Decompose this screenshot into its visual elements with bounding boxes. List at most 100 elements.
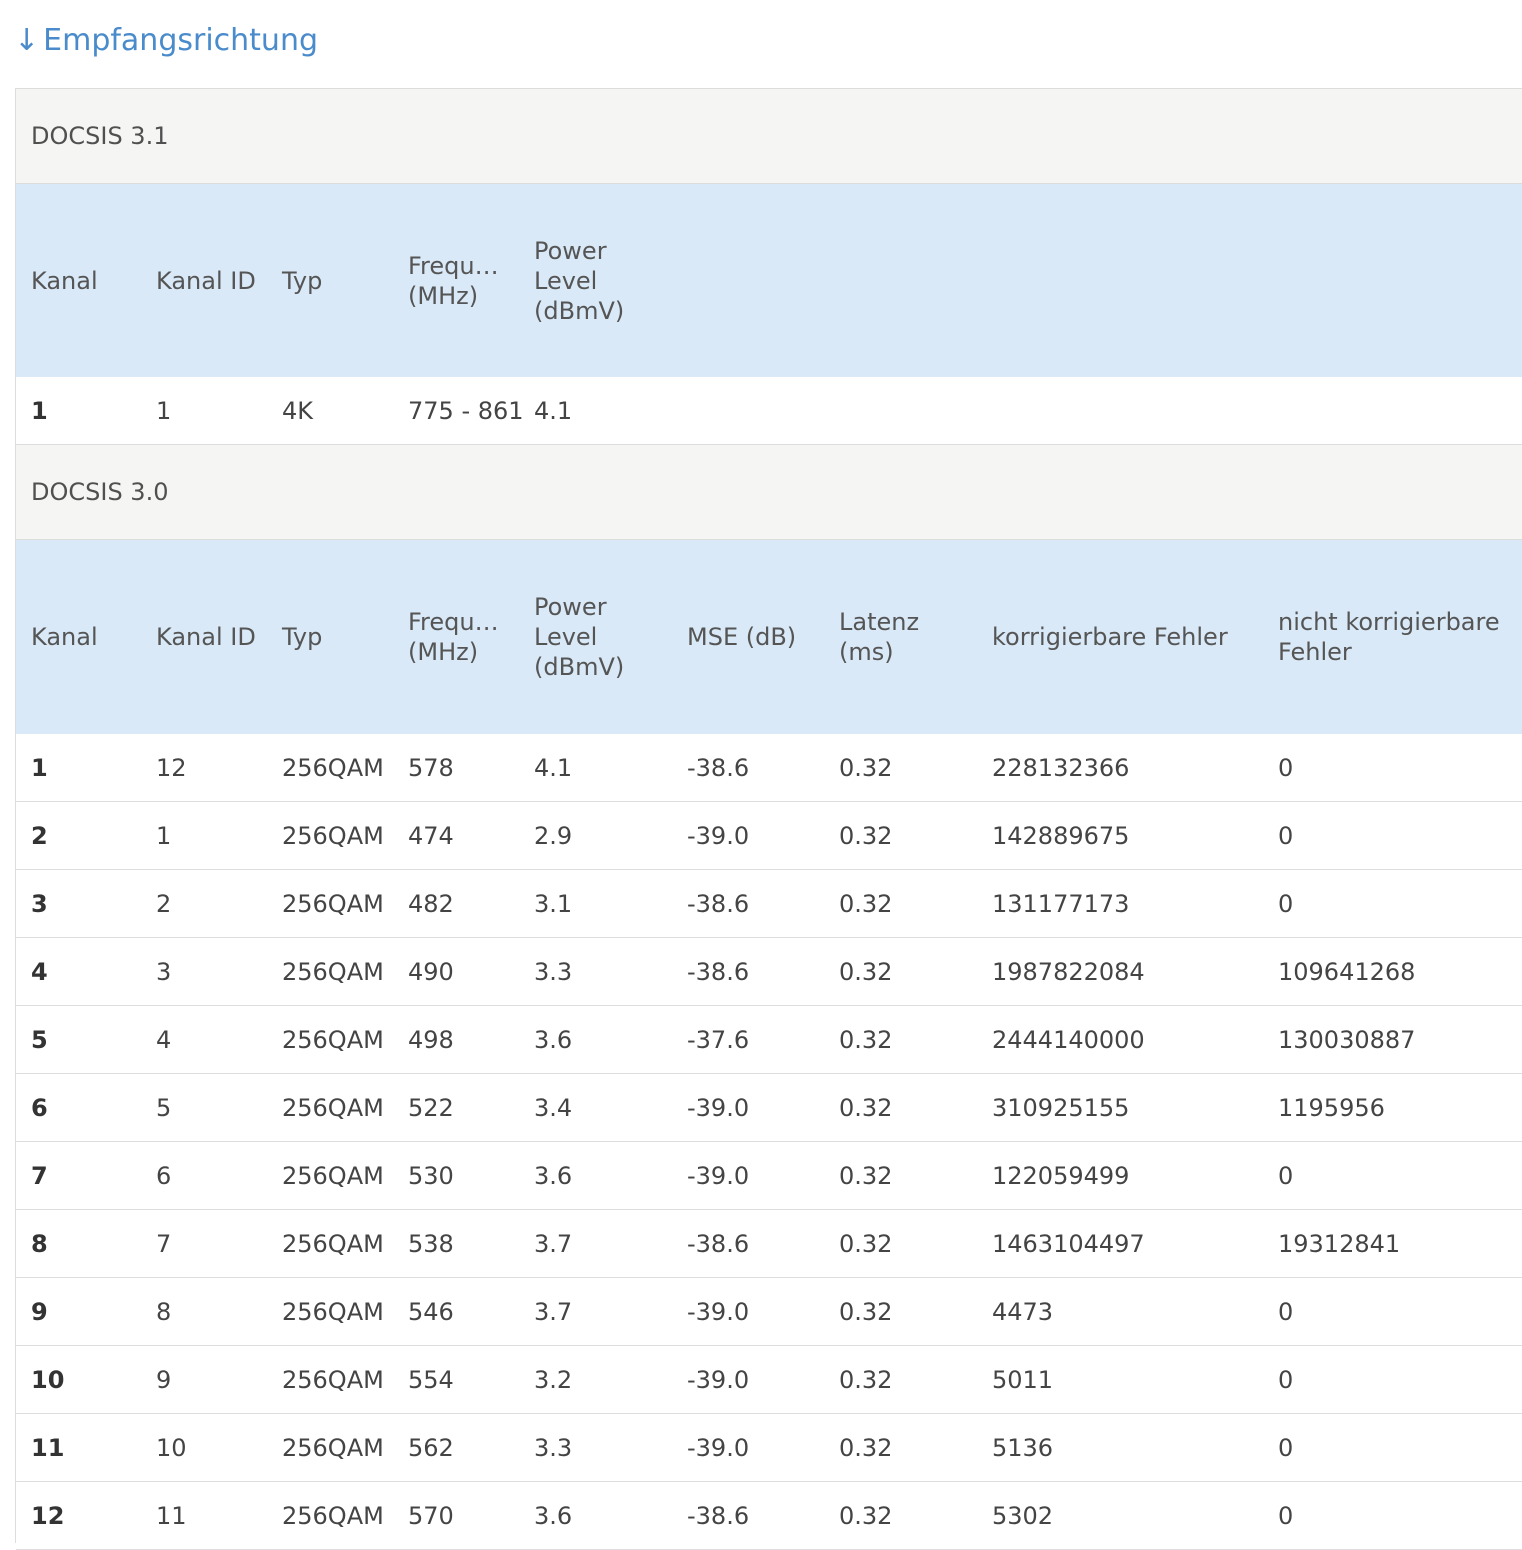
cell-power-level: 4.1 (519, 734, 672, 802)
cell-latenz: 0.32 (824, 1073, 977, 1142)
cell-kanal: 7 (16, 1141, 141, 1210)
table-row: 6 5 256QAM 522 3.4 -39.0 0.32 310925155 1195956 (16, 1073, 1522, 1142)
cell-kanal: 8 (16, 1209, 141, 1278)
power-label-2: Level (534, 266, 598, 295)
cell-typ: 256QAM (267, 869, 393, 938)
cell-power-level: 4.1 (519, 377, 1522, 445)
table-row: 11 10 256QAM 562 3.3 -39.0 0.32 5136 0 (16, 1413, 1522, 1482)
col-header-power-level: Power Level (dBmV) (519, 540, 672, 734)
col-header-typ: Typ (267, 184, 393, 377)
power-unit: (dBmV) (534, 653, 625, 681)
cell-nicht-korrigierbare-fehler: 19312841 (1263, 1209, 1522, 1278)
cell-kanal: 12 (16, 1481, 141, 1550)
docsis31-table: Kanal Kanal ID Typ Frequenz (MHz) Power … (16, 184, 1522, 445)
cell-korrigierbare-fehler: 5136 (977, 1413, 1263, 1482)
latenz-label: Latenz (839, 608, 920, 636)
cell-typ: 256QAM (267, 734, 393, 802)
cell-kanal-id: 12 (141, 734, 267, 802)
col-header-kanal-id: Kanal ID (141, 184, 267, 377)
cell-mse: -39.0 (672, 1413, 824, 1482)
cell-power-level: 3.7 (519, 1277, 672, 1346)
cell-kanal: 2 (16, 801, 141, 870)
cell-korrigierbare-fehler: 5011 (977, 1345, 1263, 1414)
cell-nicht-korrigierbare-fehler: 0 (1263, 1481, 1522, 1550)
cell-typ: 256QAM (267, 1005, 393, 1074)
cell-kanal-id: 10 (141, 1413, 267, 1482)
cell-latenz: 0.32 (824, 1345, 977, 1414)
cell-korrigierbare-fehler: 228132366 (977, 734, 1263, 802)
freq-unit: (MHz) (408, 638, 479, 666)
cell-frequenz: 578 (393, 734, 519, 802)
table-row: 1 1 4K 775 - 861 4.1 (16, 377, 1522, 445)
cell-nicht-korrigierbare-fehler: 0 (1263, 1345, 1522, 1414)
cell-korrigierbare-fehler: 310925155 (977, 1073, 1263, 1142)
table-row: 1 12 256QAM 578 4.1 -38.6 0.32 228132366 0 (16, 734, 1522, 802)
cell-power-level: 3.6 (519, 1005, 672, 1074)
cell-mse: -38.6 (672, 734, 824, 802)
cell-typ: 256QAM (267, 1413, 393, 1482)
cell-power-level: 3.6 (519, 1141, 672, 1210)
cell-nicht-korrigierbare-fehler: 0 (1263, 869, 1522, 938)
cell-nicht-korrigierbare-fehler: 0 (1263, 1277, 1522, 1346)
cell-mse: -38.6 (672, 1209, 824, 1278)
cell-frequenz: 482 (393, 869, 519, 938)
col-header-kanal: Kanal (16, 184, 141, 377)
cell-frequenz: 498 (393, 1005, 519, 1074)
table-row: 7 6 256QAM 530 3.6 -39.0 0.32 122059499 0 (16, 1141, 1522, 1210)
cell-kanal: 1 (16, 377, 141, 445)
cell-frequenz: 530 (393, 1141, 519, 1210)
section-heading-empfangsrichtung[interactable]: ↓ Empfangsrichtung (14, 20, 318, 62)
cell-typ: 256QAM (267, 937, 393, 1006)
table-row: 12 11 256QAM 570 3.6 -38.6 0.32 5302 0 (16, 1481, 1522, 1550)
cell-nicht-korrigierbare-fehler: 130030887 (1263, 1005, 1522, 1074)
cell-latenz: 0.32 (824, 1413, 977, 1482)
col-header-typ: Typ (267, 540, 393, 734)
cell-mse: -39.0 (672, 1345, 824, 1414)
cell-kanal: 3 (16, 869, 141, 938)
freq-unit: (MHz) (408, 281, 479, 310)
table-row: 9 8 256QAM 546 3.7 -39.0 0.32 4473 0 (16, 1277, 1522, 1346)
downstream-panel: DOCSIS 3.1 Kanal Kanal ID Typ Frequenz (… (15, 88, 1522, 1550)
col-header-frequenz: Frequenz (MHz) (393, 540, 519, 734)
cell-nicht-korrigierbare-fehler: 0 (1263, 1413, 1522, 1482)
cell-nicht-korrigierbare-fehler: 0 (1263, 1141, 1522, 1210)
cell-kanal-id: 6 (141, 1141, 267, 1210)
cell-power-level: 3.2 (519, 1345, 672, 1414)
cell-latenz: 0.32 (824, 1005, 977, 1074)
cell-typ: 4K (267, 377, 393, 445)
cell-power-level: 3.3 (519, 937, 672, 1006)
cell-mse: -39.0 (672, 801, 824, 870)
cell-kanal: 11 (16, 1413, 141, 1482)
freq-label: Frequenz (408, 251, 508, 280)
col-header-frequenz: Frequenz (MHz) (393, 184, 519, 377)
cell-kanal-id: 4 (141, 1005, 267, 1074)
cell-latenz: 0.32 (824, 801, 977, 870)
cell-power-level: 3.6 (519, 1481, 672, 1550)
cell-latenz: 0.32 (824, 1277, 977, 1346)
cell-mse: -37.6 (672, 1005, 824, 1074)
cell-frequenz: 554 (393, 1345, 519, 1414)
table-row: 3 2 256QAM 482 3.1 -38.6 0.32 131177173 0 (16, 869, 1522, 938)
cell-typ: 256QAM (267, 801, 393, 870)
cell-power-level: 2.9 (519, 801, 672, 870)
table-row: 10 9 256QAM 554 3.2 -39.0 0.32 5011 0 (16, 1345, 1522, 1414)
cell-mse: -39.0 (672, 1073, 824, 1142)
col-header-kanal: Kanal (16, 540, 141, 734)
docsis30-body: 1 12 256QAM 578 4.1 -38.6 0.32 228132366 0 2 1 256Q… (16, 734, 1522, 1550)
cell-kanal-id: 9 (141, 1345, 267, 1414)
cell-korrigierbare-fehler: 5302 (977, 1481, 1263, 1550)
col-header-mse: MSE (dB) (672, 540, 824, 734)
cell-frequenz: 546 (393, 1277, 519, 1346)
cell-kanal-id: 11 (141, 1481, 267, 1550)
cell-power-level: 3.7 (519, 1209, 672, 1278)
table-row: 2 1 256QAM 474 2.9 -39.0 0.32 142889675 0 (16, 801, 1522, 870)
cell-korrigierbare-fehler: 1987822084 (977, 937, 1263, 1006)
cell-typ: 256QAM (267, 1277, 393, 1346)
nkorr-label-1: nicht korrigierbare (1278, 608, 1500, 636)
heading-label: Empfangsrichtung (43, 23, 319, 58)
cell-latenz: 0.32 (824, 734, 977, 802)
cell-nicht-korrigierbare-fehler: 109641268 (1263, 937, 1522, 1006)
power-label-2: Level (534, 623, 598, 651)
power-label-1: Power (534, 236, 607, 265)
cell-latenz: 0.32 (824, 937, 977, 1006)
